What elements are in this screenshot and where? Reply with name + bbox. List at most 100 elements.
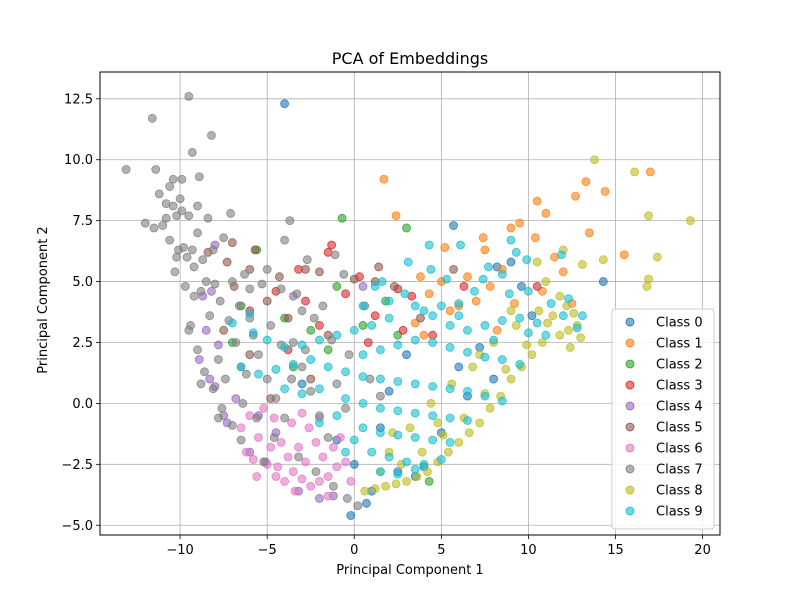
data-point xyxy=(428,311,438,321)
data-point xyxy=(262,296,272,306)
data-point xyxy=(341,367,350,377)
data-point xyxy=(459,282,469,291)
data-point xyxy=(226,208,236,218)
legend-label: Class 9 xyxy=(656,505,703,520)
data-point xyxy=(527,311,537,321)
legend-marker xyxy=(625,422,635,432)
data-point xyxy=(309,313,319,323)
data-point xyxy=(393,430,403,440)
data-point xyxy=(250,245,260,255)
data-point xyxy=(389,282,399,291)
data-point xyxy=(252,472,262,481)
data-point xyxy=(287,418,296,428)
data-point xyxy=(173,245,183,255)
data-point xyxy=(478,274,488,284)
data-point xyxy=(207,130,216,140)
data-point xyxy=(189,291,199,301)
data-point xyxy=(214,355,223,364)
data-point xyxy=(269,433,279,442)
data-point xyxy=(412,472,422,481)
data-point xyxy=(306,374,316,384)
data-point xyxy=(280,384,290,394)
data-point xyxy=(517,282,526,291)
data-point xyxy=(522,340,532,350)
data-point xyxy=(271,394,281,403)
data-point xyxy=(463,325,472,335)
data-point xyxy=(501,364,511,374)
data-point xyxy=(222,257,232,267)
data-point xyxy=(497,396,507,406)
legend-box xyxy=(611,308,715,530)
data-point xyxy=(121,165,131,174)
data-point xyxy=(332,282,342,291)
data-point xyxy=(315,335,324,345)
data-point xyxy=(280,476,290,486)
data-point xyxy=(402,457,411,467)
data-point xyxy=(302,255,312,265)
data-point xyxy=(483,262,493,272)
data-point xyxy=(262,264,272,274)
data-point xyxy=(524,328,533,338)
data-point xyxy=(259,403,269,413)
data-point xyxy=(288,338,298,347)
data-point xyxy=(630,167,640,177)
data-point xyxy=(393,406,403,416)
data-point xyxy=(428,338,438,347)
data-point xyxy=(480,321,490,330)
data-point xyxy=(584,228,594,238)
data-point xyxy=(219,233,229,243)
data-point xyxy=(266,442,276,452)
data-point xyxy=(332,411,342,420)
data-point xyxy=(297,474,307,484)
data-point xyxy=(207,286,216,296)
data-point xyxy=(511,247,521,257)
data-point xyxy=(327,240,337,250)
series-class-6 xyxy=(236,403,356,501)
data-point xyxy=(645,167,655,177)
data-point xyxy=(332,379,342,389)
data-point xyxy=(349,274,359,284)
data-point xyxy=(619,250,629,260)
data-point xyxy=(391,211,401,221)
x-tick-label: −5 xyxy=(258,543,277,558)
x-tick-label: 15 xyxy=(607,543,624,558)
data-point xyxy=(600,187,610,196)
data-point xyxy=(572,323,582,333)
series-class-7 xyxy=(121,91,385,511)
legend-item: Class 8 xyxy=(625,484,703,499)
data-point xyxy=(644,274,653,284)
data-point xyxy=(398,325,408,335)
x-tick-label: 10 xyxy=(520,543,537,558)
data-point xyxy=(449,264,458,274)
data-point xyxy=(208,245,218,255)
series-class-5 xyxy=(203,238,458,403)
data-point xyxy=(342,494,352,503)
data-point xyxy=(405,423,415,433)
data-point xyxy=(294,442,303,452)
data-point xyxy=(555,291,565,301)
data-point xyxy=(384,296,394,306)
y-tick-label: −5.0 xyxy=(61,519,93,534)
data-point xyxy=(410,408,420,418)
data-point xyxy=(257,279,267,289)
data-point xyxy=(149,223,159,233)
legend: Class 0 Class 1 Class 2 Class 3 Class 4 Class… xyxy=(611,308,715,530)
data-point xyxy=(262,335,272,345)
data-point xyxy=(288,467,298,477)
data-point xyxy=(358,350,368,360)
data-point xyxy=(480,352,490,362)
data-point xyxy=(445,437,455,447)
y-tick-label: 5.0 xyxy=(72,275,93,290)
data-point xyxy=(402,476,411,486)
data-point xyxy=(424,289,434,299)
data-point xyxy=(475,342,485,352)
data-point xyxy=(489,335,498,345)
legend-label: Class 1 xyxy=(656,337,703,352)
y-tick-label: 10.0 xyxy=(64,153,93,168)
data-point xyxy=(391,479,401,489)
data-point xyxy=(276,437,286,447)
data-point xyxy=(227,318,237,328)
data-point xyxy=(180,282,190,291)
data-point xyxy=(196,286,206,296)
